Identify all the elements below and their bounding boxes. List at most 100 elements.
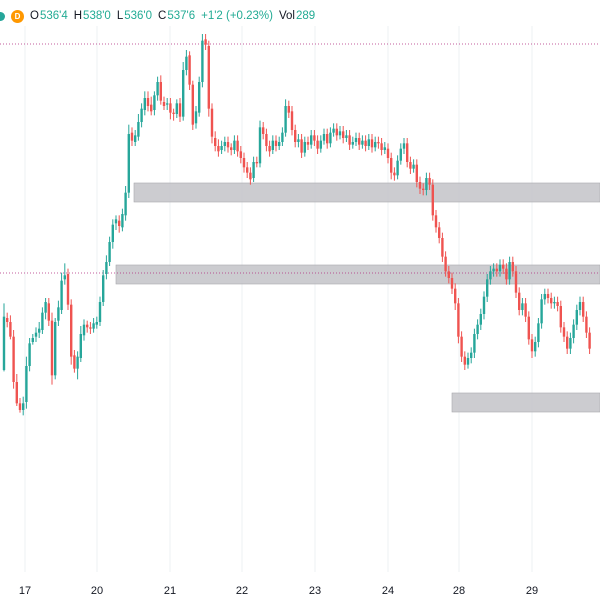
candle <box>319 135 322 153</box>
candle <box>370 134 374 153</box>
candle <box>130 127 134 146</box>
candle-body <box>438 227 441 238</box>
candle-body <box>255 162 258 164</box>
candle-body <box>198 82 201 113</box>
candle <box>508 256 511 285</box>
candle-body <box>399 148 402 161</box>
candle <box>425 172 428 196</box>
candle-body <box>108 242 111 262</box>
candle <box>185 50 188 76</box>
candle-body <box>518 292 521 310</box>
candle-body <box>178 103 182 117</box>
candle <box>562 322 566 342</box>
candle <box>399 143 402 165</box>
candle-body <box>185 56 188 70</box>
candle-body <box>335 128 338 136</box>
candle-body <box>303 142 306 153</box>
candle-body <box>191 84 194 125</box>
candle <box>479 308 482 330</box>
candle <box>300 134 303 158</box>
candle <box>223 136 226 152</box>
candle-body <box>313 135 316 141</box>
candle-body <box>338 131 342 136</box>
candle <box>38 322 41 338</box>
candle <box>54 318 57 380</box>
candle <box>367 134 370 150</box>
candle-body <box>431 184 434 216</box>
zone-rect[interactable] <box>451 392 600 413</box>
candle-body <box>582 302 585 317</box>
candle <box>239 146 242 164</box>
candle-body <box>38 328 41 333</box>
candle-body <box>118 220 121 226</box>
candle <box>146 91 150 112</box>
candle-body <box>329 132 332 144</box>
candle <box>6 312 9 328</box>
x-tick-label: 21 <box>164 585 176 597</box>
candle <box>127 124 130 198</box>
candle <box>89 322 92 334</box>
candle-body <box>511 262 514 272</box>
candle-body <box>66 274 70 305</box>
candle-body <box>326 134 329 144</box>
candle <box>236 135 239 157</box>
candle <box>278 136 281 150</box>
candle-body <box>572 324 575 338</box>
zone-rect[interactable] <box>115 264 600 285</box>
candle-body <box>134 135 137 142</box>
candle <box>588 327 591 354</box>
candle <box>134 130 137 146</box>
candle-body <box>569 338 572 349</box>
level-line-layer <box>0 43 600 274</box>
candle-body <box>374 142 377 148</box>
candle-body <box>95 322 98 325</box>
candle-body <box>217 146 220 152</box>
candle <box>210 103 214 144</box>
candle <box>287 100 290 118</box>
candle <box>322 128 326 145</box>
candle <box>156 76 159 101</box>
candle-body <box>159 82 162 101</box>
candle-body <box>28 343 31 366</box>
candle <box>150 96 153 116</box>
candle <box>153 91 156 116</box>
candle-body <box>210 108 214 137</box>
candle-body <box>239 151 242 158</box>
candle-body <box>457 303 460 337</box>
candle <box>412 159 415 173</box>
candle-body <box>415 164 418 182</box>
candle <box>335 123 338 141</box>
zone-rect[interactable] <box>133 182 600 203</box>
candle <box>402 138 406 154</box>
candle-body <box>447 271 450 278</box>
high-value: 538'0 <box>83 10 111 22</box>
candle <box>585 311 588 338</box>
candle <box>169 98 172 120</box>
candle-body <box>470 352 473 358</box>
candle-body <box>143 98 146 110</box>
candle <box>450 272 454 294</box>
candle-body <box>502 264 505 269</box>
candle <box>105 255 108 280</box>
candle <box>60 272 63 314</box>
candle <box>41 307 44 334</box>
candle <box>44 298 47 320</box>
candle <box>326 128 329 149</box>
candle-body <box>169 103 172 113</box>
candle-body <box>588 332 591 349</box>
candle <box>546 288 550 304</box>
candle <box>262 122 265 140</box>
candle <box>553 296 556 309</box>
candle <box>95 316 98 329</box>
change-value: +1'2 (+0.23%) <box>201 10 273 22</box>
open-label: O <box>30 10 39 22</box>
candle <box>79 326 82 362</box>
candle <box>377 136 380 149</box>
candle <box>294 124 297 148</box>
interval-badge[interactable]: D <box>11 9 24 23</box>
candle-body <box>105 262 108 274</box>
close-label: C <box>158 10 167 22</box>
candle <box>489 266 492 285</box>
